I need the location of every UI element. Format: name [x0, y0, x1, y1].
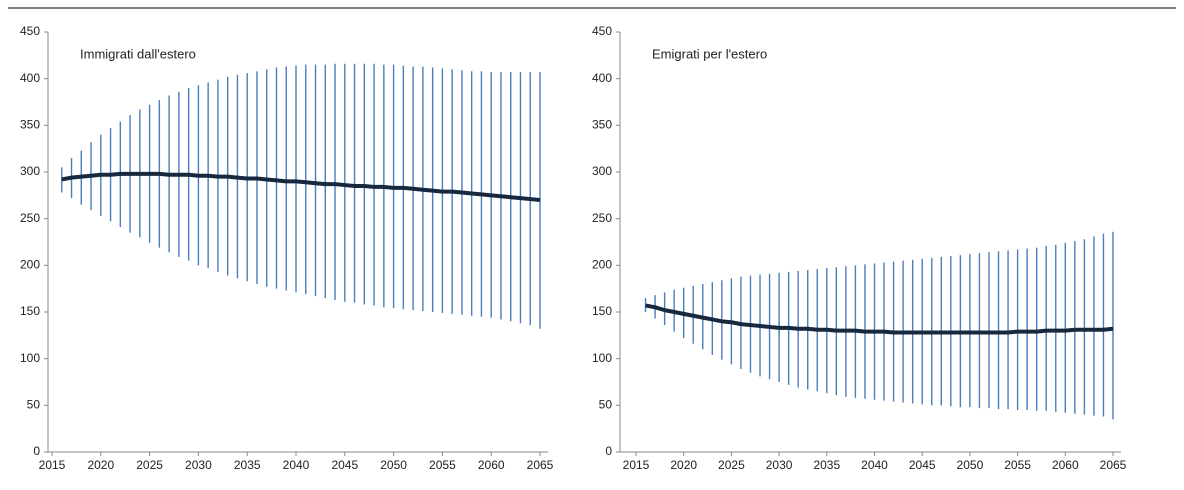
- x-tick-label: 2045: [331, 458, 358, 472]
- x-tick-label: 2015: [623, 458, 650, 472]
- median-line: [645, 303, 1114, 335]
- y-tick-label: 450: [592, 24, 612, 38]
- x-tick-label: 2025: [718, 458, 745, 472]
- x-tick-label: 2060: [478, 458, 505, 472]
- panel: 0 50 100 150 200 250 300 350 400 450 2015 2020 2025 2…: [20, 24, 554, 472]
- y-tick-label: 50: [599, 398, 613, 412]
- x-tick-label: 2040: [283, 458, 310, 472]
- y-tick-label: 250: [592, 211, 612, 225]
- x-tick-label: 2065: [1100, 458, 1127, 472]
- y-tick-label: 0: [605, 444, 612, 458]
- y-tick-label: 300: [20, 164, 40, 178]
- x-tick-label: 2060: [1052, 458, 1079, 472]
- x-tick-label: 2035: [813, 458, 840, 472]
- y-tick-label: 50: [27, 398, 41, 412]
- x-tick-label: 2050: [957, 458, 984, 472]
- x-tick-label: 2020: [87, 458, 114, 472]
- chart-title: Emigrati per l'estero: [652, 46, 767, 61]
- y-tick-label: 400: [592, 71, 612, 85]
- y-tick-label: 250: [20, 211, 40, 225]
- y-tick-label: 150: [20, 304, 40, 318]
- y-tick-label: 450: [20, 24, 40, 38]
- y-tick-label: 200: [592, 258, 612, 272]
- y-tick-label: 200: [20, 258, 40, 272]
- y-tick-label: 400: [20, 71, 40, 85]
- y-tick-label: 150: [592, 304, 612, 318]
- x-tick-label: 2065: [527, 458, 554, 472]
- x-tick-label: 2015: [39, 458, 66, 472]
- x-tick-label: 2030: [766, 458, 793, 472]
- y-tick-label: 100: [592, 351, 612, 365]
- x-tick-label: 2020: [670, 458, 697, 472]
- y-tick-label: 350: [20, 118, 40, 132]
- y-tick-label: 350: [592, 118, 612, 132]
- x-tick-label: 2045: [909, 458, 936, 472]
- y-tick-label: 300: [592, 164, 612, 178]
- median-line: [61, 171, 541, 202]
- x-tick-label: 2025: [136, 458, 163, 472]
- x-tick-label: 2030: [185, 458, 212, 472]
- x-tick-label: 2055: [429, 458, 456, 472]
- y-tick-label: 100: [20, 351, 40, 365]
- x-tick-label: 2040: [861, 458, 888, 472]
- x-tick-label: 2055: [1004, 458, 1031, 472]
- chart-title: Immigrati dall'estero: [80, 46, 196, 61]
- x-tick-label: 2050: [380, 458, 407, 472]
- y-tick-label: 0: [33, 444, 40, 458]
- x-tick-label: 2035: [234, 458, 261, 472]
- panel: 0 50 100 150 200 250 300 350 400 450 2015 2020 2025 2…: [592, 24, 1127, 472]
